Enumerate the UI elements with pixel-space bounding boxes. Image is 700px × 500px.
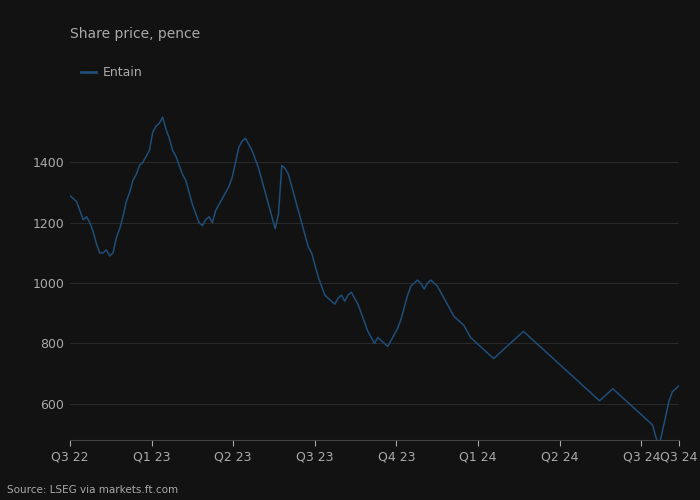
Legend: Entain: Entain — [76, 61, 147, 84]
Text: Share price, pence: Share price, pence — [70, 27, 200, 41]
Text: Source: LSEG via markets.ft.com: Source: LSEG via markets.ft.com — [7, 485, 178, 495]
